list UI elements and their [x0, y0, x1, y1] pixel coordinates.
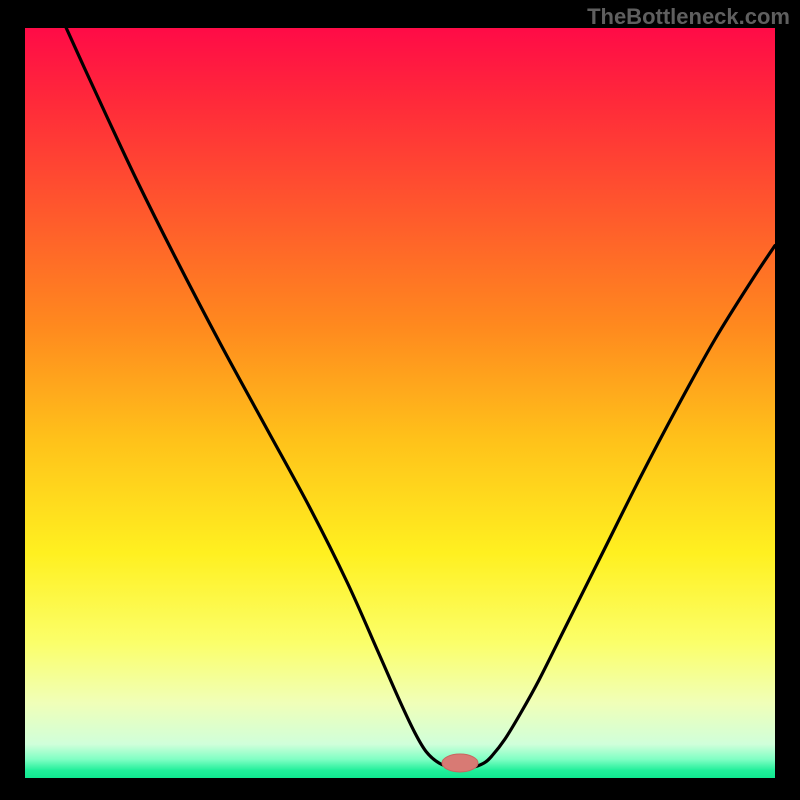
chart-container: { "watermark": { "text": "TheBottleneck.…	[0, 0, 800, 800]
plot-gradient-background	[25, 28, 775, 778]
optimal-marker	[442, 754, 478, 772]
bottleneck-chart	[0, 0, 800, 800]
watermark-text: TheBottleneck.com	[587, 4, 790, 30]
